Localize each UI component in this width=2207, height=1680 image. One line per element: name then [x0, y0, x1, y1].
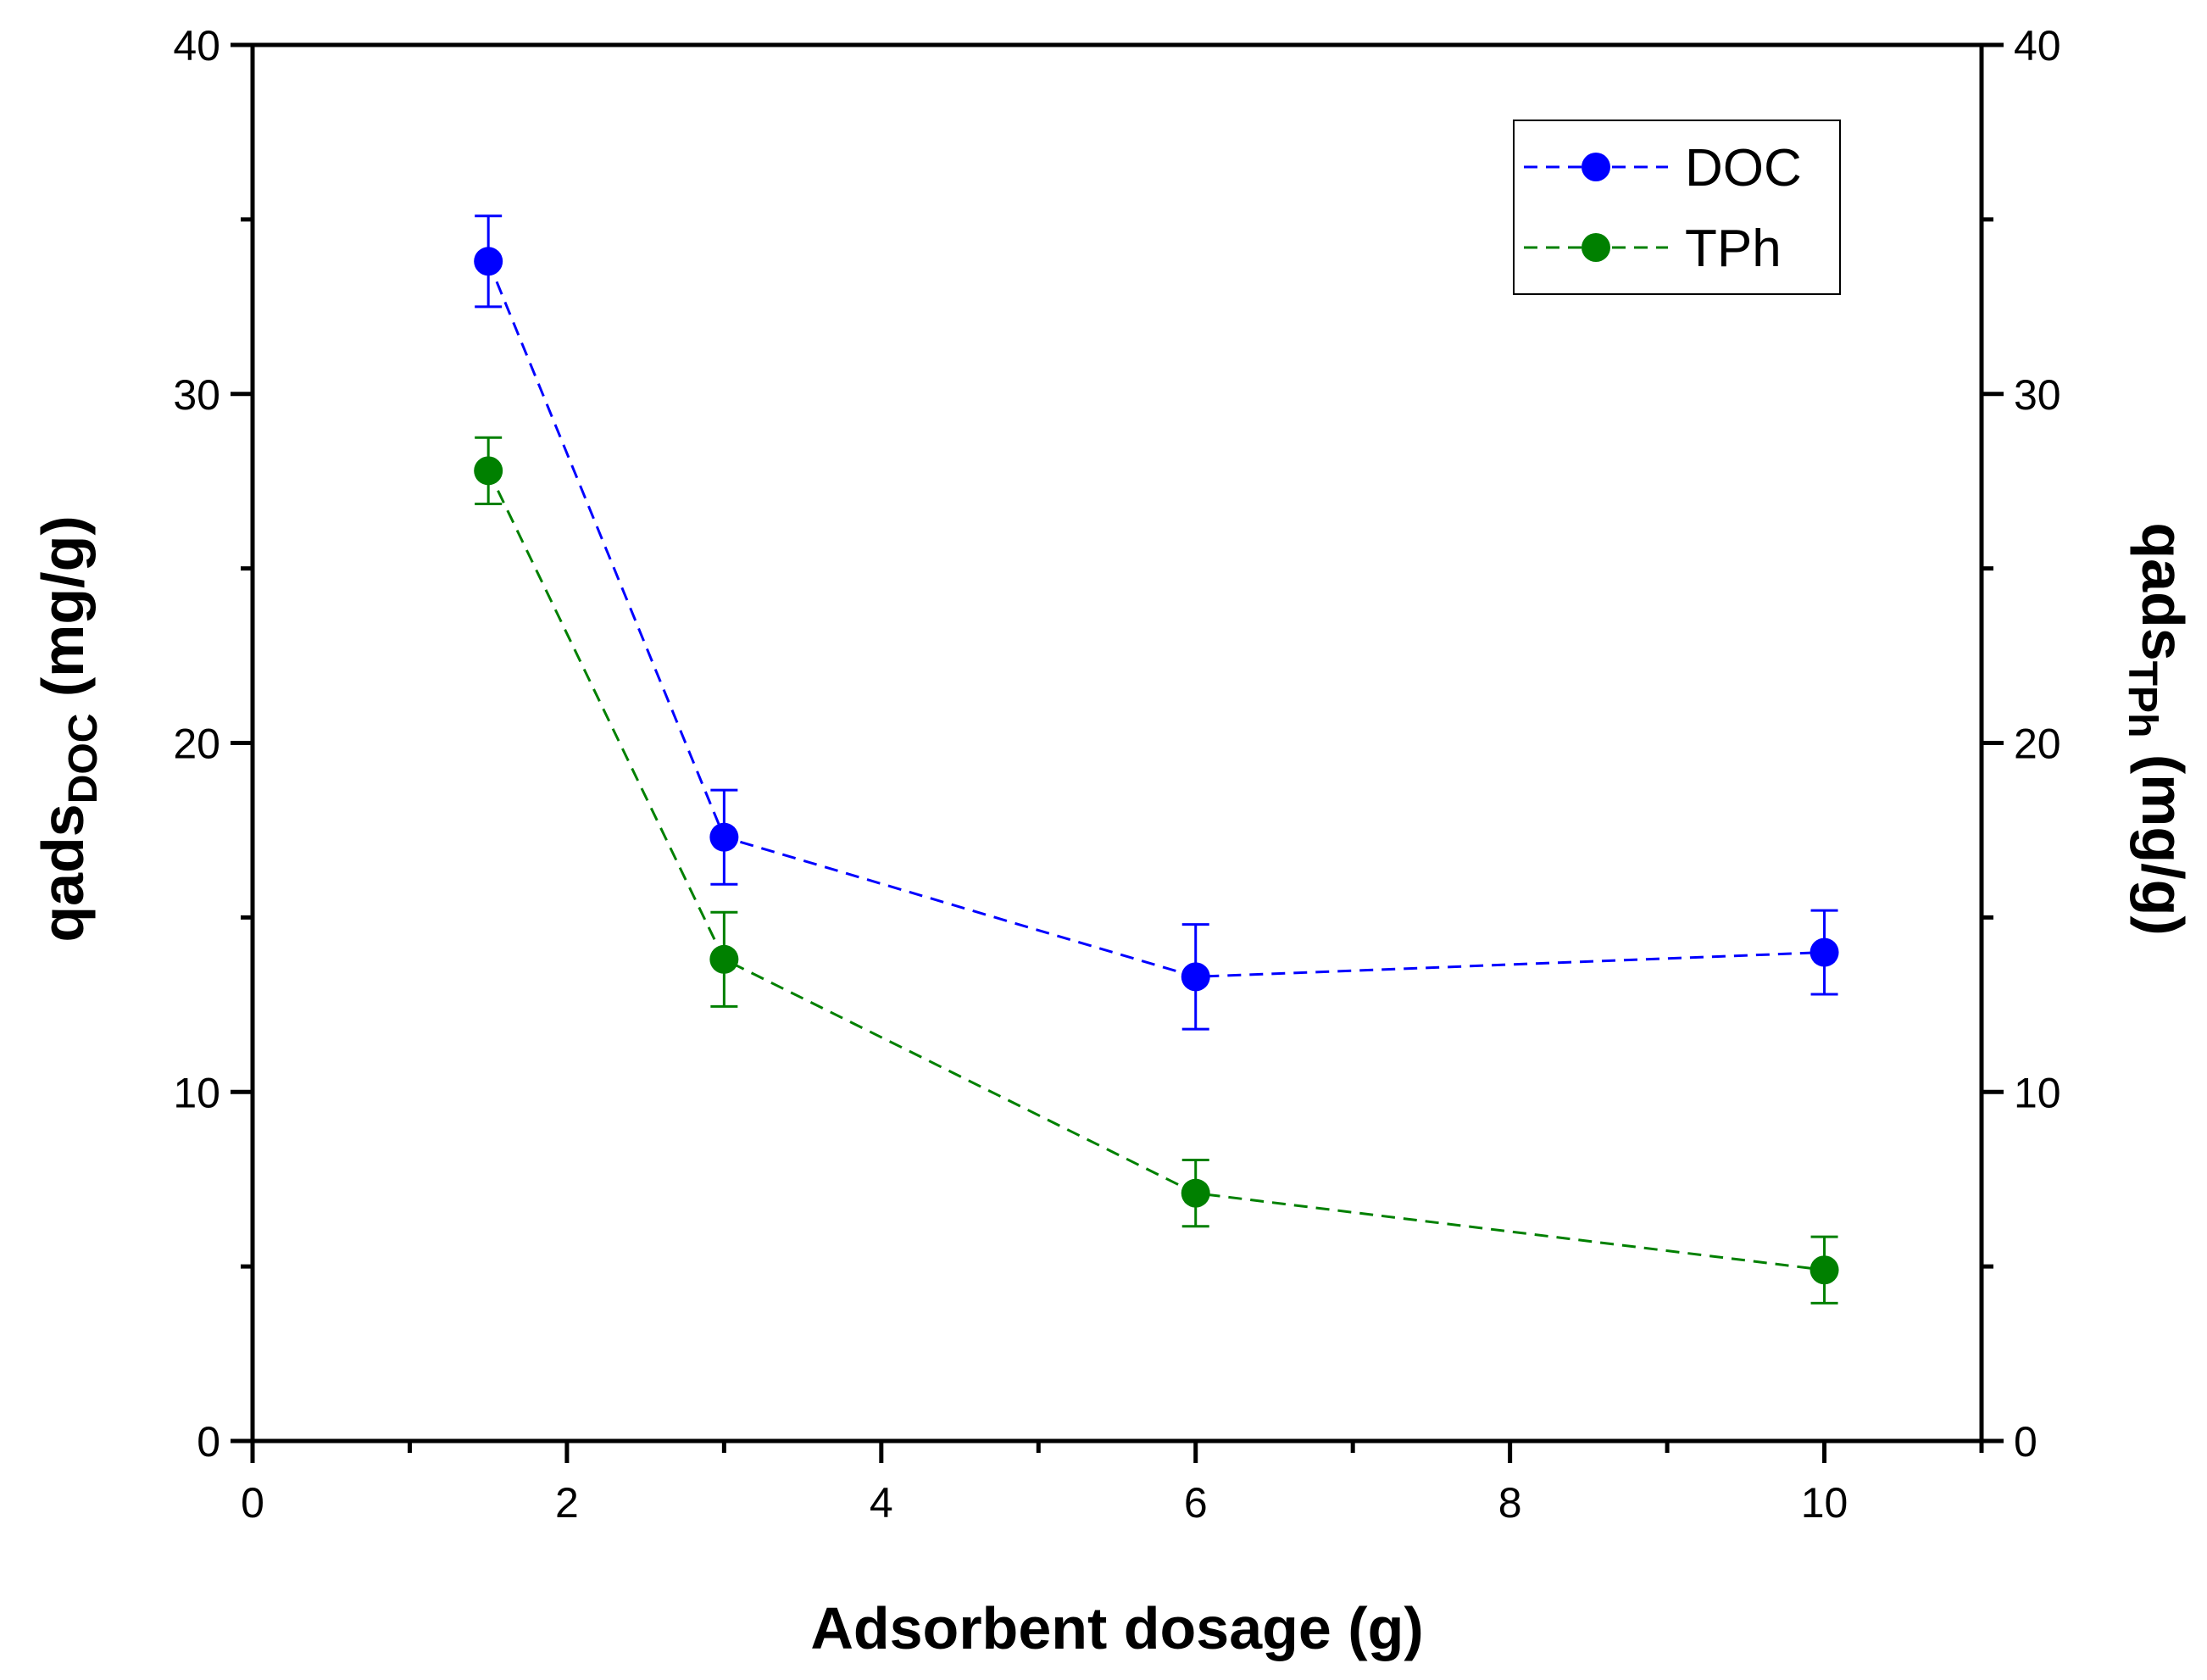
y-right-tick-label: 20 — [2014, 720, 2061, 768]
legend-label-tph: TPh — [1685, 220, 1782, 278]
y-axis-left-title-suffix: (mg/g) — [30, 515, 96, 713]
y-axis-right-title: qadsTPh (mg/g) — [2120, 522, 2196, 935]
data-point-tph — [474, 456, 503, 486]
y-axis-right-title-suffix: (mg/g) — [2130, 737, 2196, 935]
y-left-tick-label: 30 — [173, 371, 220, 419]
y-axis-right-title-sub: TPh — [2120, 661, 2165, 738]
data-point-tph — [1181, 1178, 1210, 1208]
y-axis-left-title: qadsDOC (mg/g) — [30, 515, 106, 942]
y-right-tick-label: 0 — [2014, 1418, 2037, 1466]
y-left-tick-label: 10 — [173, 1069, 220, 1116]
legend-label-doc: DOC — [1685, 139, 1802, 197]
legend-marker-tph — [1582, 233, 1610, 262]
x-tick-label: 2 — [555, 1479, 579, 1527]
series-line-tph — [486, 470, 1825, 1271]
data-point-doc — [1810, 937, 1839, 967]
data-point-tph — [1810, 1255, 1839, 1285]
y-left-tick-label: 0 — [197, 1418, 220, 1466]
x-axis-title: Adsorbent dosage (g) — [810, 1595, 1423, 1661]
data-point-doc — [1181, 962, 1210, 992]
plot-area — [474, 214, 1839, 1305]
y-axis-left-title-base: qads — [30, 804, 96, 942]
data-point-tph — [709, 944, 739, 974]
x-tick-label: 6 — [1184, 1479, 1208, 1527]
data-point-doc — [474, 247, 503, 276]
x-tick-label: 8 — [1498, 1479, 1522, 1527]
data-point-doc — [709, 822, 739, 852]
x-tick-label: 10 — [1801, 1479, 1848, 1527]
x-tick-label: 4 — [870, 1479, 893, 1527]
y-right-tick-label: 10 — [2014, 1069, 2061, 1116]
legend-marker-doc — [1582, 153, 1610, 181]
y-left-tick-label: 20 — [173, 720, 220, 768]
y-left-tick-label: 40 — [173, 22, 220, 70]
y-axis-right-title-base: qads — [2130, 522, 2196, 660]
legend: DOC TPh — [1513, 120, 1841, 295]
series-line-doc — [486, 260, 1825, 978]
legend-box — [1513, 120, 1841, 295]
x-tick-label: 0 — [241, 1479, 264, 1527]
y-right-tick-label: 30 — [2014, 371, 2061, 419]
y-axis-left-title-sub: DOC — [61, 714, 106, 804]
y-right-tick-label: 40 — [2014, 22, 2061, 70]
